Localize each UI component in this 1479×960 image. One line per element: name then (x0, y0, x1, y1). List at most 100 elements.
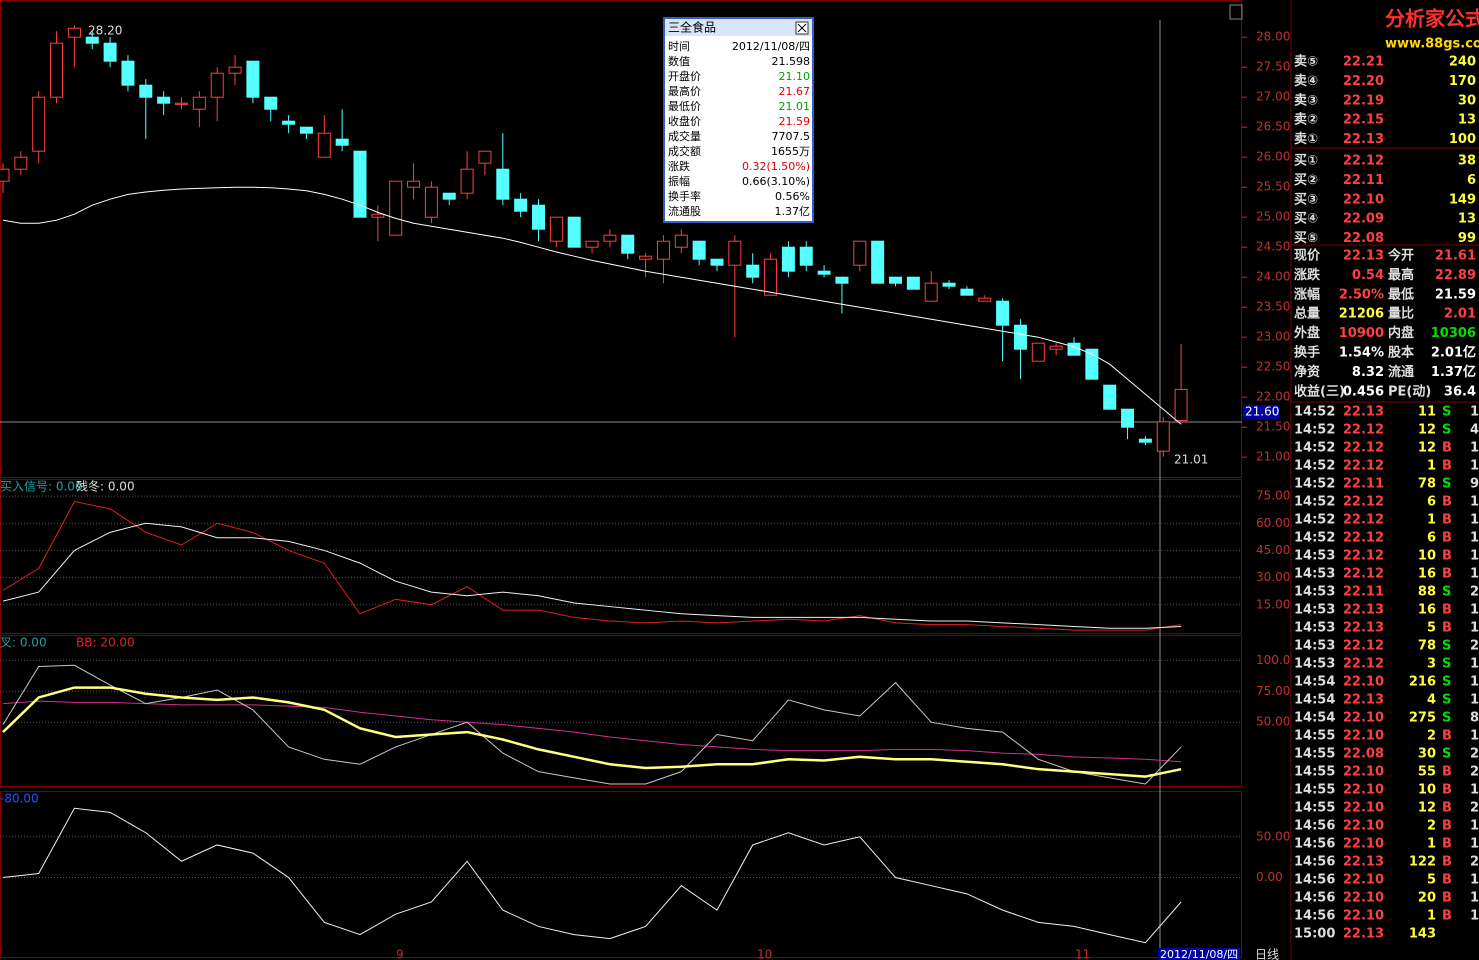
trade-price: 22.12 (1343, 639, 1384, 654)
trade-price: 22.10 (1343, 729, 1384, 744)
trade-side: S (1442, 585, 1451, 600)
trade-price: 22.10 (1343, 837, 1384, 852)
book-level: 卖④ (1294, 73, 1318, 89)
trade-count: 2 (1470, 765, 1479, 780)
trade-volume: 4 (1427, 693, 1436, 708)
trade-price: 22.12 (1343, 657, 1384, 672)
quote-value: 22.13 (1343, 249, 1384, 264)
candle-body (139, 84, 153, 98)
quote-label: 最低 (1388, 286, 1414, 302)
trade-count: 1 (1470, 441, 1479, 456)
panel-label: 买入信号: 0.00 (0, 480, 83, 494)
trade-time: 14:56 (1294, 909, 1335, 924)
candle-body (532, 204, 545, 230)
candle-body (960, 288, 974, 296)
trade-price: 22.08 (1343, 747, 1384, 762)
trade-count: 8 (1470, 711, 1479, 726)
candle-body (728, 240, 742, 266)
trade-count: 1 (1470, 909, 1479, 924)
quote-value: 0.456 (1343, 384, 1384, 399)
book-level: 买① (1294, 154, 1318, 169)
book-level: 买⑤ (1294, 231, 1318, 246)
trade-time: 14:52 (1294, 441, 1335, 456)
trade-side: B (1442, 891, 1452, 906)
quote-value: 1.54% (1339, 346, 1384, 361)
trade-side: B (1442, 855, 1452, 870)
trade-volume: 1 (1427, 837, 1436, 852)
trade-side: B (1442, 621, 1452, 636)
candle-body (299, 126, 313, 134)
book-price: 22.19 (1343, 93, 1384, 108)
trade-volume: 275 (1409, 711, 1436, 726)
book-price: 22.13 (1343, 132, 1384, 147)
period-label: 日线 (1255, 948, 1279, 960)
trade-volume: 122 (1409, 855, 1436, 870)
quote-label: 最高 (1388, 267, 1414, 283)
trade-price: 22.10 (1343, 873, 1384, 888)
candle-body (1103, 384, 1117, 410)
candle-body (1067, 342, 1081, 356)
quote-label: 内盘 (1388, 325, 1414, 341)
trade-volume: 16 (1418, 603, 1436, 618)
trade-side: B (1442, 441, 1452, 456)
popup-value: 1655万 (771, 145, 810, 158)
book-volume: 13 (1458, 113, 1476, 128)
candle-body (639, 255, 653, 260)
candle-body (656, 240, 670, 260)
candle-body (1085, 348, 1099, 380)
quote-value: 8.32 (1352, 365, 1384, 380)
candle-body (853, 240, 867, 266)
book-price: 22.15 (1343, 113, 1384, 128)
trade-volume: 1 (1427, 459, 1436, 474)
candle-body (282, 120, 296, 125)
trade-count: 1 (1470, 729, 1479, 744)
candle-body (32, 96, 46, 152)
trade-time: 14:53 (1294, 603, 1335, 618)
book-volume: 149 (1449, 192, 1476, 207)
book-price: 22.09 (1343, 212, 1384, 227)
popup-value: 7707.5 (772, 130, 811, 143)
trade-count: 1 (1470, 819, 1479, 834)
trade-side: S (1442, 657, 1451, 672)
candle-body (996, 300, 1010, 326)
trade-volume: 20 (1418, 891, 1436, 906)
y-tick-label: 22.00 (1256, 390, 1290, 404)
book-level: 买④ (1294, 212, 1318, 227)
trade-time: 14:56 (1294, 891, 1335, 906)
candle-body (710, 258, 724, 266)
trade-time: 14:53 (1294, 639, 1335, 654)
trade-side: B (1442, 837, 1452, 852)
candle-body (692, 240, 706, 260)
candle-body (14, 156, 28, 170)
trade-time: 14:55 (1294, 747, 1335, 762)
book-level: 卖③ (1294, 92, 1318, 108)
quote-label: 外盘 (1293, 325, 1320, 341)
popup (663, 17, 814, 223)
scroll-box[interactable] (1229, 4, 1243, 20)
trade-volume: 1 (1427, 909, 1436, 924)
popup-value: 0.66(3.10%) (742, 175, 810, 188)
trade-time: 14:52 (1294, 513, 1335, 528)
popup-value: 0.56% (775, 190, 810, 203)
indicator-line (2, 700, 1182, 763)
trade-price: 22.12 (1343, 513, 1384, 528)
trade-price: 22.10 (1343, 675, 1384, 690)
trade-price: 22.10 (1343, 711, 1384, 726)
y-tick-label: 75.00 (1256, 684, 1290, 698)
trade-volume: 78 (1418, 639, 1436, 654)
cursor-box (1243, 405, 1279, 419)
cursor-label: 21.60 (1245, 405, 1279, 419)
trade-count: 1 (1470, 891, 1479, 906)
trade-volume: 30 (1418, 747, 1436, 762)
quote-label: 总量 (1294, 306, 1320, 322)
trade-volume: 216 (1409, 675, 1436, 690)
candle-body (781, 246, 795, 272)
candle-body (603, 234, 617, 242)
trade-side: S (1442, 747, 1451, 762)
low-label: 21.01 (1174, 453, 1208, 467)
quote-value: 2.01 (1444, 307, 1476, 322)
book-level: 买③ (1294, 192, 1318, 207)
logo-name: 分析家公式网 (1385, 7, 1479, 31)
